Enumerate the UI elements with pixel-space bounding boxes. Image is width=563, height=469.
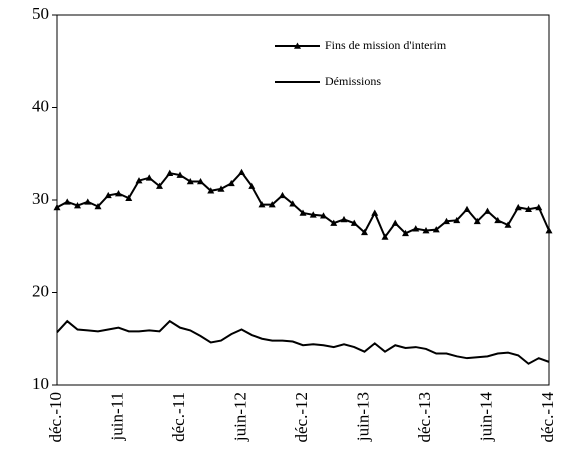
marker <box>268 201 276 208</box>
marker <box>361 228 368 236</box>
marker <box>207 187 215 194</box>
y-tick-label: 50 <box>32 4 49 23</box>
y-tick-label: 40 <box>32 96 49 115</box>
marker <box>115 190 122 197</box>
marker <box>463 205 471 213</box>
marker <box>330 219 338 226</box>
x-tick-label: déc.-11 <box>169 392 188 442</box>
series-line <box>56 319 550 365</box>
marker <box>350 219 358 226</box>
x-tick-label: déc.-13 <box>415 392 434 443</box>
marker <box>391 219 399 226</box>
marker <box>535 203 543 211</box>
marker <box>248 182 256 189</box>
marker <box>104 191 112 199</box>
marker <box>484 207 491 214</box>
marker <box>125 194 133 201</box>
legend-marker <box>294 42 301 49</box>
marker <box>166 169 174 176</box>
marker <box>238 168 245 176</box>
marker <box>299 209 307 216</box>
marker <box>227 179 235 187</box>
y-tick-label: 20 <box>32 281 49 300</box>
marker <box>402 229 409 237</box>
marker <box>94 202 102 210</box>
x-tick-label: juin-11 <box>107 392 126 441</box>
marker <box>494 216 502 224</box>
marker <box>320 212 327 219</box>
marker <box>197 178 204 185</box>
marker <box>309 211 317 218</box>
marker <box>258 201 266 208</box>
marker <box>74 202 81 209</box>
marker <box>371 209 379 216</box>
marker <box>545 227 553 234</box>
marker <box>453 216 461 224</box>
marker <box>473 217 481 225</box>
x-tick-label: juin-13 <box>353 392 372 442</box>
x-tick-label: déc.-14 <box>538 392 557 443</box>
marker <box>432 226 440 233</box>
y-tick-label: 10 <box>32 374 49 393</box>
marker <box>135 177 143 184</box>
marker <box>340 215 348 223</box>
marker <box>504 221 512 228</box>
marker <box>381 233 389 240</box>
marker <box>186 178 194 185</box>
marker <box>53 203 61 211</box>
legend-label: Démissions <box>325 74 381 88</box>
marker <box>217 185 225 192</box>
y-tick-label: 30 <box>32 189 49 208</box>
marker <box>443 217 450 225</box>
marker <box>156 182 163 189</box>
marker <box>63 198 71 205</box>
marker <box>412 225 420 232</box>
marker <box>279 191 286 199</box>
marker <box>145 174 153 181</box>
legend-label: Fins de mission d'interim <box>325 38 447 52</box>
x-tick-label: déc.-10 <box>46 392 65 443</box>
x-tick-label: juin-14 <box>476 392 495 443</box>
x-tick-label: déc.-12 <box>292 392 311 443</box>
marker <box>176 171 184 178</box>
marker <box>84 198 92 205</box>
x-tick-label: juin-12 <box>230 392 249 442</box>
marker <box>514 203 522 211</box>
marker <box>289 200 297 207</box>
marker <box>422 227 430 234</box>
marker <box>525 205 532 213</box>
